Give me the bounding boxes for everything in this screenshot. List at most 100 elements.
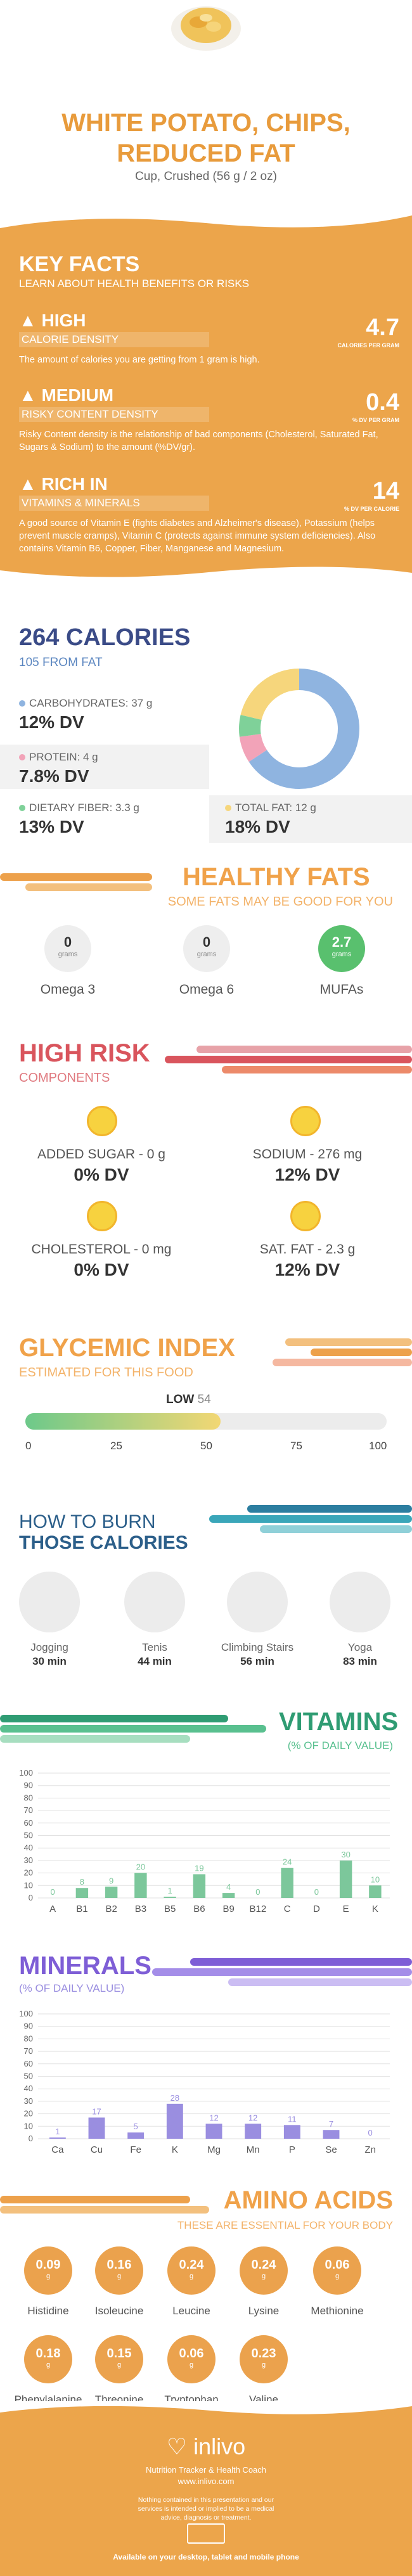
vitamins-title: VITAMINS bbox=[279, 1708, 399, 1736]
mineral-value-label: 12 bbox=[209, 2113, 218, 2122]
amino-unit: g bbox=[335, 2272, 340, 2280]
availability: Available on your desktop, tablet and mo… bbox=[113, 2553, 299, 2561]
y-tick-label: 60 bbox=[24, 1818, 33, 1828]
vitamin-value-label: 1 bbox=[168, 1886, 172, 1895]
amino-label: Lysine bbox=[248, 2305, 280, 2317]
fat-label: Omega 3 bbox=[40, 982, 96, 997]
amino-circle: 0.06 g bbox=[313, 2246, 361, 2295]
donut-slice-carbohydrates bbox=[239, 669, 359, 789]
omega6-circle: 0 grams bbox=[183, 925, 230, 972]
mineral-value-label: 1 bbox=[55, 2127, 60, 2136]
risk-dv: 12% DV bbox=[274, 1260, 340, 1279]
fact-description: Risky Content density is the relationshi… bbox=[19, 430, 378, 452]
vitamin-category-label: B1 bbox=[76, 1904, 87, 1914]
amino-circle: 0.24 g bbox=[240, 2246, 288, 2295]
vitamins-stripes bbox=[0, 1715, 279, 1746]
glycemic-tick: 50 bbox=[200, 1440, 212, 1452]
y-tick-label: 60 bbox=[24, 2059, 33, 2068]
mineral-category-label: Zn bbox=[364, 2144, 376, 2155]
amino-value: 0.15 bbox=[106, 2347, 132, 2361]
food-title: WHITE POTATO, CHIPS, REDUCED FAT bbox=[0, 108, 412, 169]
fact-unit: % DV PER CALORIE bbox=[344, 506, 399, 512]
brand-name: inlivo bbox=[193, 2433, 246, 2459]
fact-value: 4.7 bbox=[366, 314, 399, 341]
mineral-value-label: 5 bbox=[134, 2122, 138, 2131]
vitamin-value-label: 24 bbox=[283, 1857, 292, 1867]
mineral-value-label: 0 bbox=[368, 2128, 373, 2137]
fat-value: 0 bbox=[63, 934, 72, 950]
fact-value: 14 bbox=[372, 478, 399, 504]
vitamin-bar-B1 bbox=[75, 1888, 89, 1898]
burn-stripes bbox=[209, 1505, 412, 1543]
vitamin-category-label: B2 bbox=[105, 1904, 117, 1914]
mineral-category-label: Cu bbox=[91, 2144, 103, 2155]
mineral-bar-K bbox=[166, 2103, 183, 2139]
amino-unit: g bbox=[117, 2272, 122, 2280]
mineral-bar-Se bbox=[323, 2130, 340, 2139]
y-tick-label: 80 bbox=[24, 2034, 33, 2043]
yoga-icon bbox=[330, 1572, 390, 1632]
macro-carbohydrates: CARBOHYDRATES: 37 g 12% DV bbox=[19, 697, 152, 733]
section-wave-divider bbox=[0, 209, 412, 228]
fact-calorie-density: ▲ HIGH CALORIE DENSITY The amount of cal… bbox=[19, 311, 399, 366]
vitamin-category-label: E bbox=[343, 1904, 349, 1914]
vitamin-value-label: 30 bbox=[341, 1850, 350, 1859]
mineral-bar-Fe bbox=[127, 2132, 145, 2139]
mineral-bar-P bbox=[283, 2125, 300, 2139]
amino-unit: g bbox=[261, 2272, 266, 2280]
devices-icon bbox=[187, 2523, 225, 2544]
macro-fiber: DIETARY FIBER: 3.3 g 13% DV bbox=[19, 802, 139, 837]
mineral-category-label: Mn bbox=[247, 2144, 260, 2155]
activity-label: Tenis bbox=[142, 1641, 167, 1653]
mineral-category-label: P bbox=[289, 2144, 295, 2155]
vitamin-category-label: B6 bbox=[193, 1904, 205, 1914]
calories-from-fat: 105 FROM FAT bbox=[19, 656, 103, 669]
amino-value: 0.06 bbox=[325, 2258, 350, 2272]
burn-title-1: HOW TO BURN bbox=[19, 1511, 156, 1532]
amino-stripes bbox=[0, 2196, 216, 2221]
glycemic-tick: 25 bbox=[110, 1440, 122, 1452]
y-tick-label: 70 bbox=[24, 1805, 33, 1815]
amino-unit: g bbox=[189, 2272, 194, 2280]
potato-chips-image bbox=[171, 6, 241, 51]
brand-tagline: Nutrition Tracker & Health Coach bbox=[145, 2465, 267, 2475]
activity-label: Climbing Stairs bbox=[221, 1641, 294, 1653]
activity-label: Jogging bbox=[30, 1641, 68, 1653]
omega3-circle: 0 grams bbox=[44, 925, 91, 972]
vitamin-category-label: A bbox=[49, 1904, 56, 1914]
macro-donut-chart bbox=[239, 669, 359, 789]
y-tick-label: 10 bbox=[24, 1880, 33, 1890]
vitamin-value-label: 9 bbox=[109, 1876, 113, 1885]
jogging-icon bbox=[19, 1572, 80, 1632]
mineral-bar-Mg bbox=[205, 2124, 222, 2139]
vitamin-value-label: 0 bbox=[255, 1887, 260, 1897]
macro-dv: 18% DV bbox=[225, 817, 290, 836]
glycemic-fill bbox=[25, 1413, 221, 1430]
amino-value: 0.09 bbox=[35, 2258, 61, 2272]
glycemic-tick: 0 bbox=[25, 1440, 32, 1452]
amino-value: 0.16 bbox=[106, 2258, 132, 2272]
y-tick-label: 40 bbox=[24, 1843, 33, 1852]
vitamin-value-label: 8 bbox=[80, 1877, 84, 1887]
fact-unit: CALORIES PER GRAM bbox=[337, 342, 399, 349]
amino-circle: 0.16 g bbox=[95, 2246, 143, 2295]
glycemic-stripes bbox=[273, 1338, 412, 1370]
mineral-value-label: 28 bbox=[171, 2093, 179, 2103]
amino-label: Isoleucine bbox=[94, 2305, 144, 2317]
activity-time: 56 min bbox=[240, 1655, 274, 1667]
fat-unit: grams bbox=[196, 951, 217, 958]
legend-dot bbox=[19, 754, 25, 760]
burn-title-2: THOSE CALORIES bbox=[19, 1532, 188, 1553]
brand-url[interactable]: www.inlivo.com bbox=[177, 2477, 235, 2486]
y-tick-label: 50 bbox=[24, 2072, 33, 2081]
y-tick-label: 30 bbox=[24, 1855, 33, 1865]
amino-circle: 0.24 g bbox=[167, 2246, 216, 2295]
y-tick-label: 0 bbox=[29, 2134, 33, 2143]
fat-label: MUFAs bbox=[319, 982, 364, 997]
fat-label: Omega 6 bbox=[179, 982, 235, 997]
y-tick-label: 10 bbox=[24, 2121, 33, 2131]
vitamin-bar-C bbox=[281, 1868, 293, 1898]
amino-subtitle: THESE ARE ESSENTIAL FOR YOUR BODY bbox=[177, 2219, 393, 2231]
vitamin-bar-B9 bbox=[222, 1893, 235, 1898]
heart-logo-icon: ♡ bbox=[166, 2433, 188, 2459]
